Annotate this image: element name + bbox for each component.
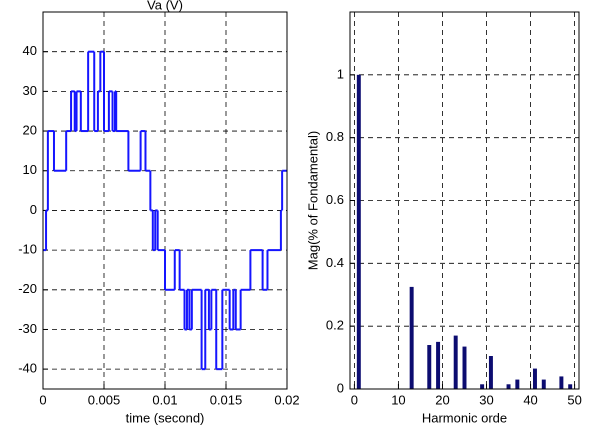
bar (356, 74, 361, 389)
x-tick-label: 50 (567, 392, 581, 407)
y-tick-label: -30 (18, 321, 37, 336)
axes-frame (349, 11, 580, 390)
x-tick-label: 10 (391, 392, 405, 407)
y-tick-label: 0 (30, 202, 37, 217)
y-tick-label: 30 (23, 83, 37, 98)
y-tick-label: 1 (337, 66, 344, 81)
bar (453, 335, 458, 389)
x-tick-label: 0 (39, 392, 46, 407)
chart-title: Va (V) (147, 0, 183, 12)
y-tick-label: -10 (18, 242, 37, 257)
bar (559, 376, 564, 389)
x-tick-label: 30 (479, 392, 493, 407)
plot-area (43, 12, 287, 389)
bar (427, 345, 432, 389)
bar (541, 379, 546, 389)
x-tick-label: 0.005 (88, 392, 121, 407)
bar (532, 368, 537, 389)
x-axis-label: Harmonic orde (422, 410, 507, 425)
x-tick-label: 20 (435, 392, 449, 407)
x-tick-label: 40 (523, 392, 537, 407)
plot-area (350, 12, 579, 389)
y-tick-label: -20 (18, 281, 37, 296)
y-tick-label: 40 (23, 43, 37, 58)
bar (436, 341, 441, 389)
y-tick-label: 0.8 (326, 129, 344, 144)
y-tick-label: 0.4 (326, 255, 344, 270)
y-tick-label: 10 (23, 162, 37, 177)
bar (409, 286, 414, 389)
y-tick-label: 0 (337, 380, 344, 395)
axes-frame (42, 11, 288, 390)
x-axis-label: time (second) (126, 410, 205, 425)
y-axis-label: Mag(% of Fondamental) (305, 131, 320, 270)
bar (462, 346, 467, 389)
x-tick-label: 0.015 (210, 392, 243, 407)
x-tick-label: 0 (351, 392, 358, 407)
bar (568, 384, 573, 389)
x-tick-label: 0.02 (274, 392, 299, 407)
x-tick-label: 0.01 (152, 392, 177, 407)
bar (515, 379, 520, 389)
bar (480, 384, 485, 389)
y-tick-label: 20 (23, 122, 37, 137)
bar (506, 384, 511, 389)
y-tick-label: -40 (18, 361, 37, 376)
bar (488, 356, 493, 389)
y-tick-label: 0.6 (326, 192, 344, 207)
y-tick-label: 0.2 (326, 318, 344, 333)
